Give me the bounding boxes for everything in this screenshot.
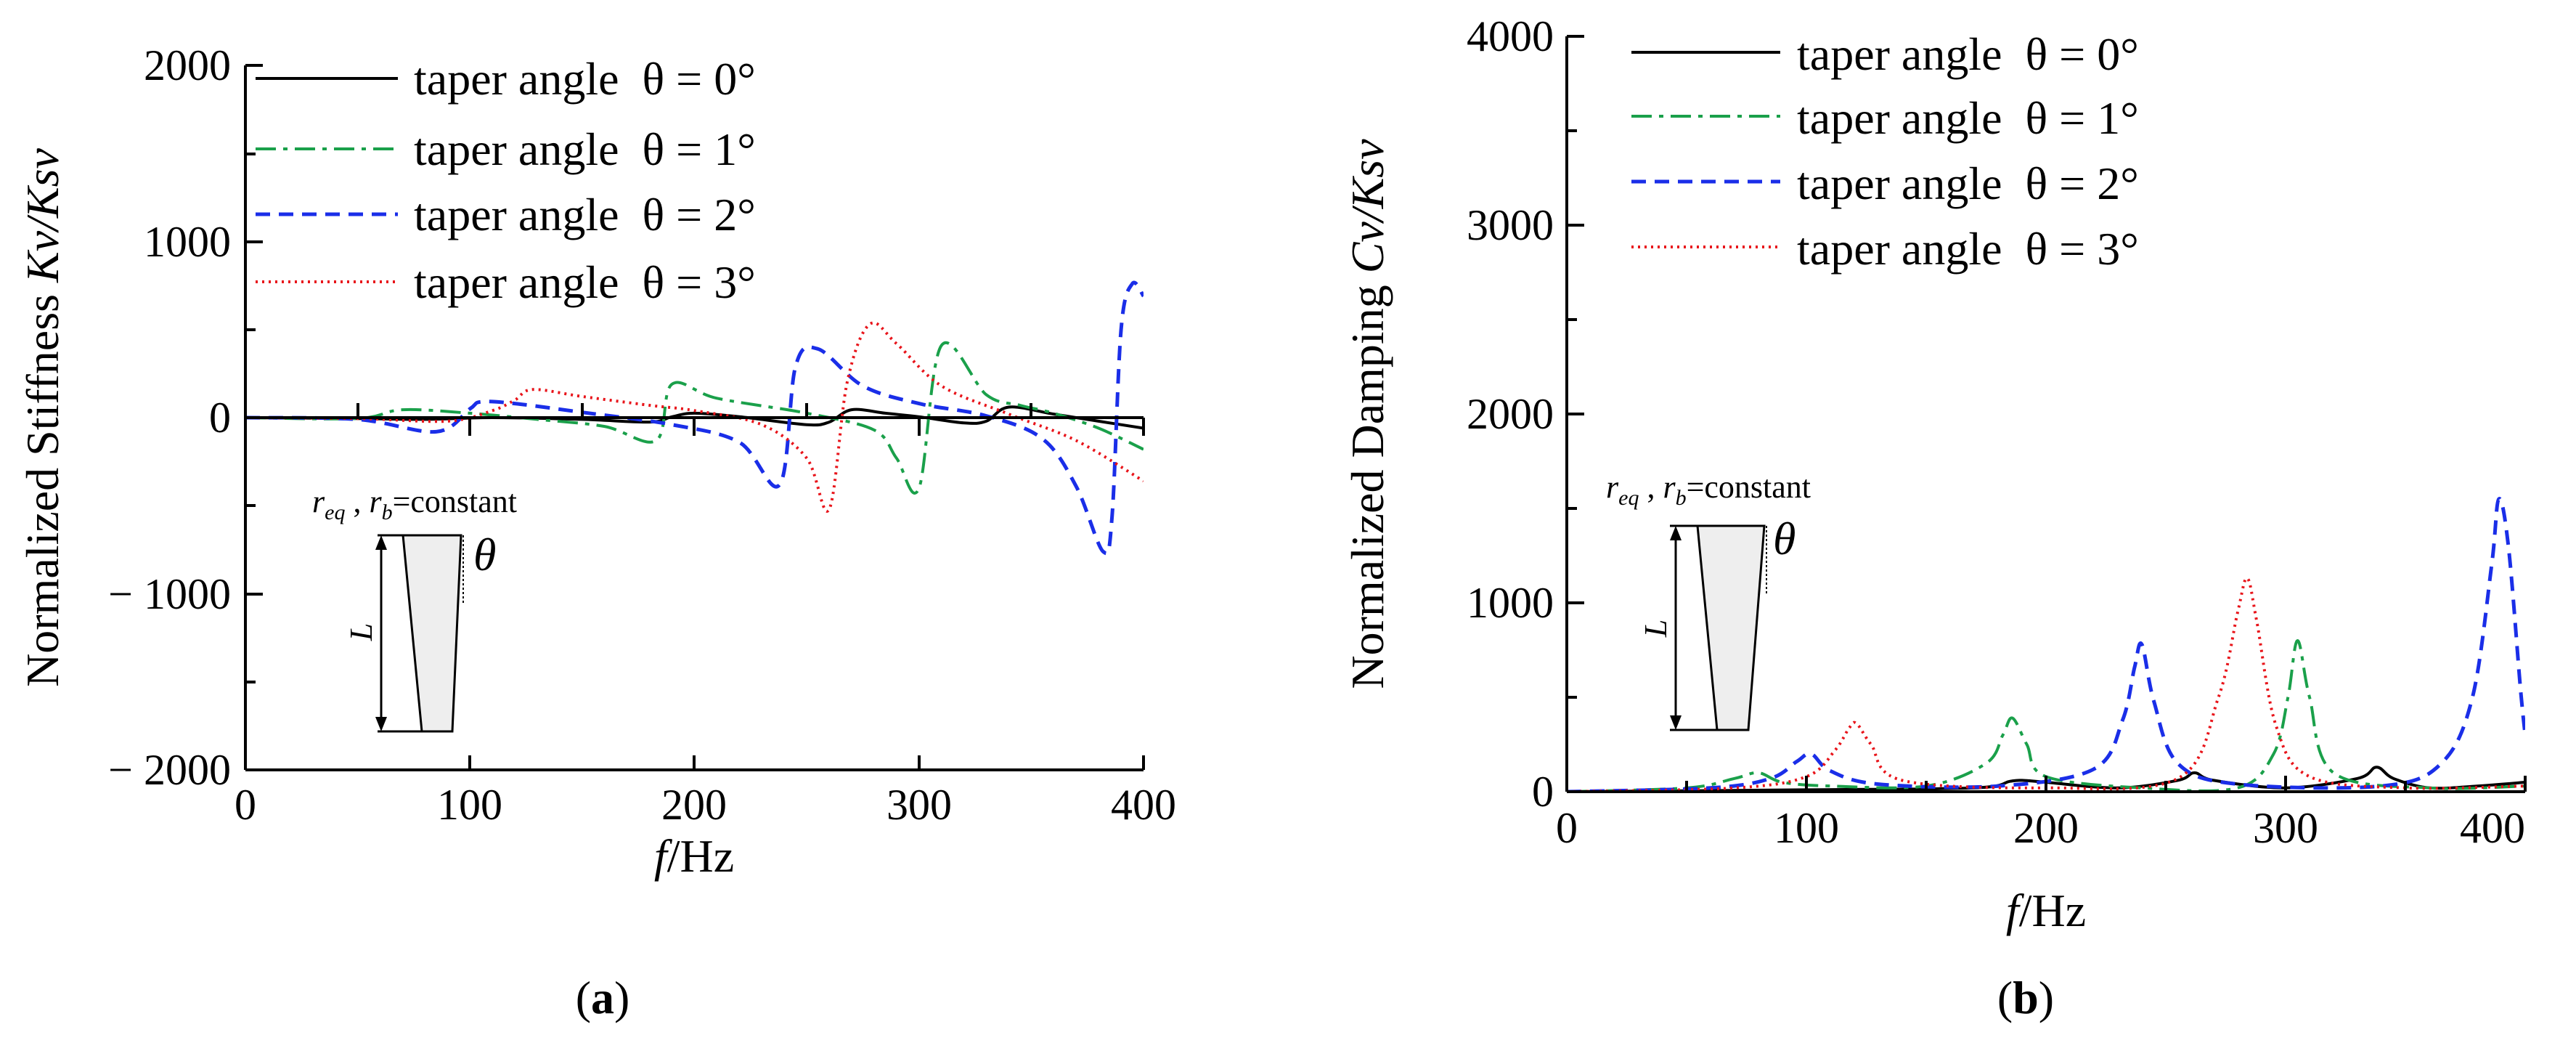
panel-a-xtick-label: 300 xyxy=(886,781,952,829)
panel-b-series-line-1 xyxy=(1567,638,2525,792)
panel-a-xtick-label: 100 xyxy=(437,781,502,829)
panel-a-series-line-2 xyxy=(245,280,1144,556)
panel-a-y-axis-label-text: Normalized Stiffness xyxy=(17,283,68,687)
panel-b-inset-rb: r xyxy=(1663,469,1676,505)
panel-b-xtick-label: 0 xyxy=(1556,804,1578,852)
taper-arrow-head-down xyxy=(1670,715,1682,730)
panel-a-legend: taper angle θ = 0° taper angle θ = 1° ta… xyxy=(256,53,756,308)
panel-b-legend: taper angle θ = 0° taper angle θ = 1° ta… xyxy=(1631,28,2139,275)
panel-a-xtick-label: 400 xyxy=(1111,781,1176,829)
panel-a-caption: (a) xyxy=(576,972,630,1023)
panel-a-series-line-3 xyxy=(245,321,1144,513)
panel-b-xtick-label: 400 xyxy=(2460,804,2525,852)
panel-b-legend-label-3: taper angle θ = 3° xyxy=(1797,223,2139,275)
panel-b-ytick-label: 3000 xyxy=(1467,201,1554,249)
panel-b-xtick-label: 200 xyxy=(2013,804,2079,852)
panel-b-x-axis-label: f/Hz xyxy=(2006,885,2086,936)
panel-b-inset-b: b xyxy=(1676,486,1687,510)
panel-a-inset-eq: eq xyxy=(325,500,345,524)
panel-b-legend-label-0: taper angle θ = 0° xyxy=(1797,28,2139,80)
panel-b-series-group xyxy=(1567,497,2525,792)
panel-b-caption: (b) xyxy=(1997,972,2054,1023)
panel-b-ytick-label: 4000 xyxy=(1467,12,1554,60)
panel-a-inset-r: r xyxy=(312,484,325,519)
panel-b-y-axis-label-text: Normalized Damping xyxy=(1342,273,1393,689)
panel-a-xtick-label: 200 xyxy=(661,781,727,829)
panel-b-xtick-label: 300 xyxy=(2253,804,2318,852)
panel-a-y-axis-label-italic: Kv/Ksv xyxy=(17,148,68,283)
panel-a-legend-label-1: taper angle θ = 1° xyxy=(414,123,756,175)
panel-b-y-axis-label: Normalized Damping Cv/Ksv xyxy=(1342,139,1393,689)
taper-length-label: L xyxy=(343,623,379,641)
panel-a-inset-rb: r xyxy=(369,484,382,519)
panel-b-taper-inset: req , rb=constant L θ xyxy=(1606,469,1811,731)
panel-a-legend-label-0: taper angle θ = 0° xyxy=(414,53,756,105)
taper-theta-label: θ xyxy=(473,529,496,580)
panel-a-ytick-label: 2000 xyxy=(144,41,231,89)
panel-b-caption-close: ) xyxy=(2039,972,2054,1023)
panel-a-legend-label-3: taper angle θ = 3° xyxy=(414,256,756,308)
panel-a-inset-const: =constant xyxy=(393,484,517,519)
panel-b-inset-label: req , rb=constant xyxy=(1606,469,1811,510)
taper-shape xyxy=(1696,524,1766,731)
panel-a-ytick-label: 1000 xyxy=(144,218,231,266)
panel-b-y-axis-label-italic: Cv/Ksv xyxy=(1342,139,1393,273)
panel-b-xtick-label: 100 xyxy=(1774,804,1839,852)
taper-arrow-head-up xyxy=(1670,526,1682,540)
panel-b-ytick-label: 2000 xyxy=(1467,390,1554,438)
panel-b-inset-const: =constant xyxy=(1687,469,1811,505)
panel-a-ytick-label: − 1000 xyxy=(108,570,231,618)
panel-b-series-line-2 xyxy=(1567,497,2525,792)
taper-shape xyxy=(402,534,462,733)
panel-a-inset-label: req , rb=constant xyxy=(312,484,517,524)
panel-b-ytick-label: 1000 xyxy=(1467,579,1554,627)
panel-b-series-line-0 xyxy=(1567,766,2525,792)
panel-b-ytick-label: 0 xyxy=(1532,768,1554,816)
panel-a: 0 100 200 300 400 2000 1000 0 − 1000 − 2… xyxy=(17,41,1176,1023)
taper-theta-label: θ xyxy=(1773,513,1796,564)
panel-a-y-axis-label: Normalized Stiffness Kv/Ksv xyxy=(17,148,68,687)
taper-length-label: L xyxy=(1638,620,1674,638)
panel-a-ytick-label: 0 xyxy=(209,394,231,442)
panel-a-taper-inset: req , rb=constant L θ xyxy=(312,484,517,733)
panel-a-caption-close: ) xyxy=(614,972,629,1023)
panel-a-ytick-label: − 2000 xyxy=(108,746,231,794)
panel-a-legend-label-2: taper angle θ = 2° xyxy=(414,189,756,240)
panel-b-caption-open: ( xyxy=(1997,972,2013,1023)
panel-b-x-axis-label-unit: /Hz xyxy=(2019,885,2086,936)
panel-a-x-axis-label: f/Hz xyxy=(654,830,734,882)
taper-arrow-head-up xyxy=(375,535,387,550)
taper-arrow-head-down xyxy=(375,717,387,731)
panel-a-x-axis-label-unit: /Hz xyxy=(667,830,734,882)
panel-b: 0 100 200 300 400 4000 3000 2000 1000 0 … xyxy=(1342,12,2527,1023)
panel-a-inset-sep: , xyxy=(345,484,369,519)
panel-a-series-line-1 xyxy=(245,341,1144,495)
panel-b-inset-eq: eq xyxy=(1618,486,1639,510)
panel-a-inset-b: b xyxy=(382,500,393,524)
panel-a-caption-letter: a xyxy=(591,972,614,1023)
panel-b-inset-r: r xyxy=(1606,469,1619,505)
panel-b-caption-letter: b xyxy=(2013,972,2039,1023)
panel-a-caption-open: ( xyxy=(576,972,591,1023)
panel-a-xtick-label: 0 xyxy=(235,781,256,829)
panel-b-legend-label-2: taper angle θ = 2° xyxy=(1797,158,2139,209)
panel-b-inset-sep: , xyxy=(1639,469,1663,505)
panel-b-legend-label-1: taper angle θ = 1° xyxy=(1797,92,2139,144)
